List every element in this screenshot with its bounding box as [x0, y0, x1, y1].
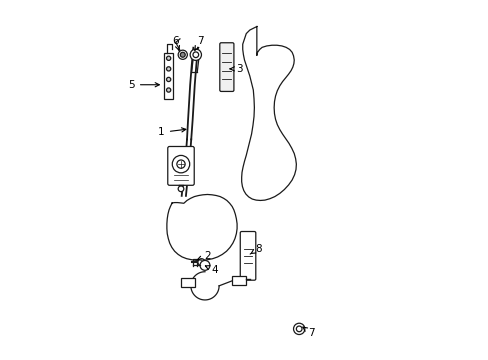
Text: 7: 7 — [302, 327, 314, 338]
Circle shape — [193, 52, 198, 58]
FancyBboxPatch shape — [232, 276, 246, 285]
Text: 7: 7 — [194, 36, 203, 51]
Circle shape — [177, 160, 185, 168]
Circle shape — [166, 67, 170, 71]
FancyBboxPatch shape — [167, 147, 194, 185]
Circle shape — [190, 49, 201, 60]
Circle shape — [172, 156, 189, 173]
FancyBboxPatch shape — [240, 231, 255, 280]
Text: 2: 2 — [197, 251, 210, 261]
Bar — [164, 53, 173, 99]
Circle shape — [180, 52, 185, 57]
Text: 4: 4 — [205, 265, 217, 275]
Circle shape — [296, 326, 302, 332]
Circle shape — [178, 186, 183, 192]
Text: 3: 3 — [229, 64, 242, 74]
Circle shape — [166, 77, 170, 82]
Circle shape — [198, 259, 204, 266]
Text: 8: 8 — [250, 244, 262, 254]
Text: 1: 1 — [158, 127, 185, 138]
Circle shape — [293, 323, 304, 334]
FancyBboxPatch shape — [219, 43, 233, 91]
Circle shape — [166, 56, 170, 60]
Circle shape — [200, 260, 209, 270]
Text: 6: 6 — [172, 36, 179, 51]
FancyBboxPatch shape — [181, 278, 195, 287]
Circle shape — [178, 50, 187, 59]
Circle shape — [166, 88, 170, 92]
Text: 5: 5 — [128, 80, 159, 90]
